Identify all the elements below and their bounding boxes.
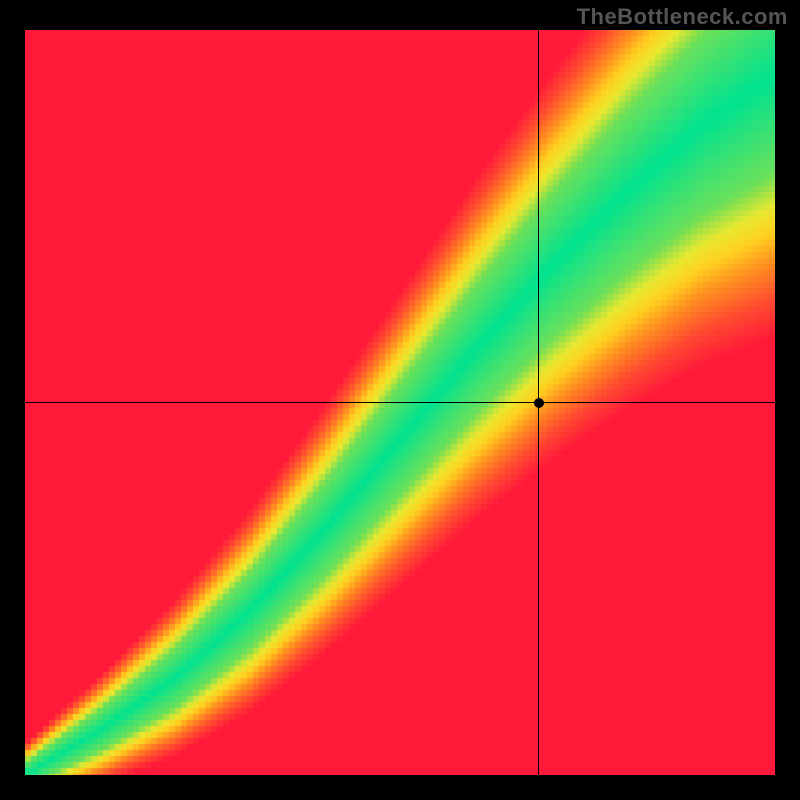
crosshair-horizontal	[25, 402, 775, 403]
plot-area	[25, 30, 775, 775]
marker-dot	[534, 398, 544, 408]
watermark-text: TheBottleneck.com	[577, 4, 788, 30]
chart-container: TheBottleneck.com	[0, 0, 800, 800]
